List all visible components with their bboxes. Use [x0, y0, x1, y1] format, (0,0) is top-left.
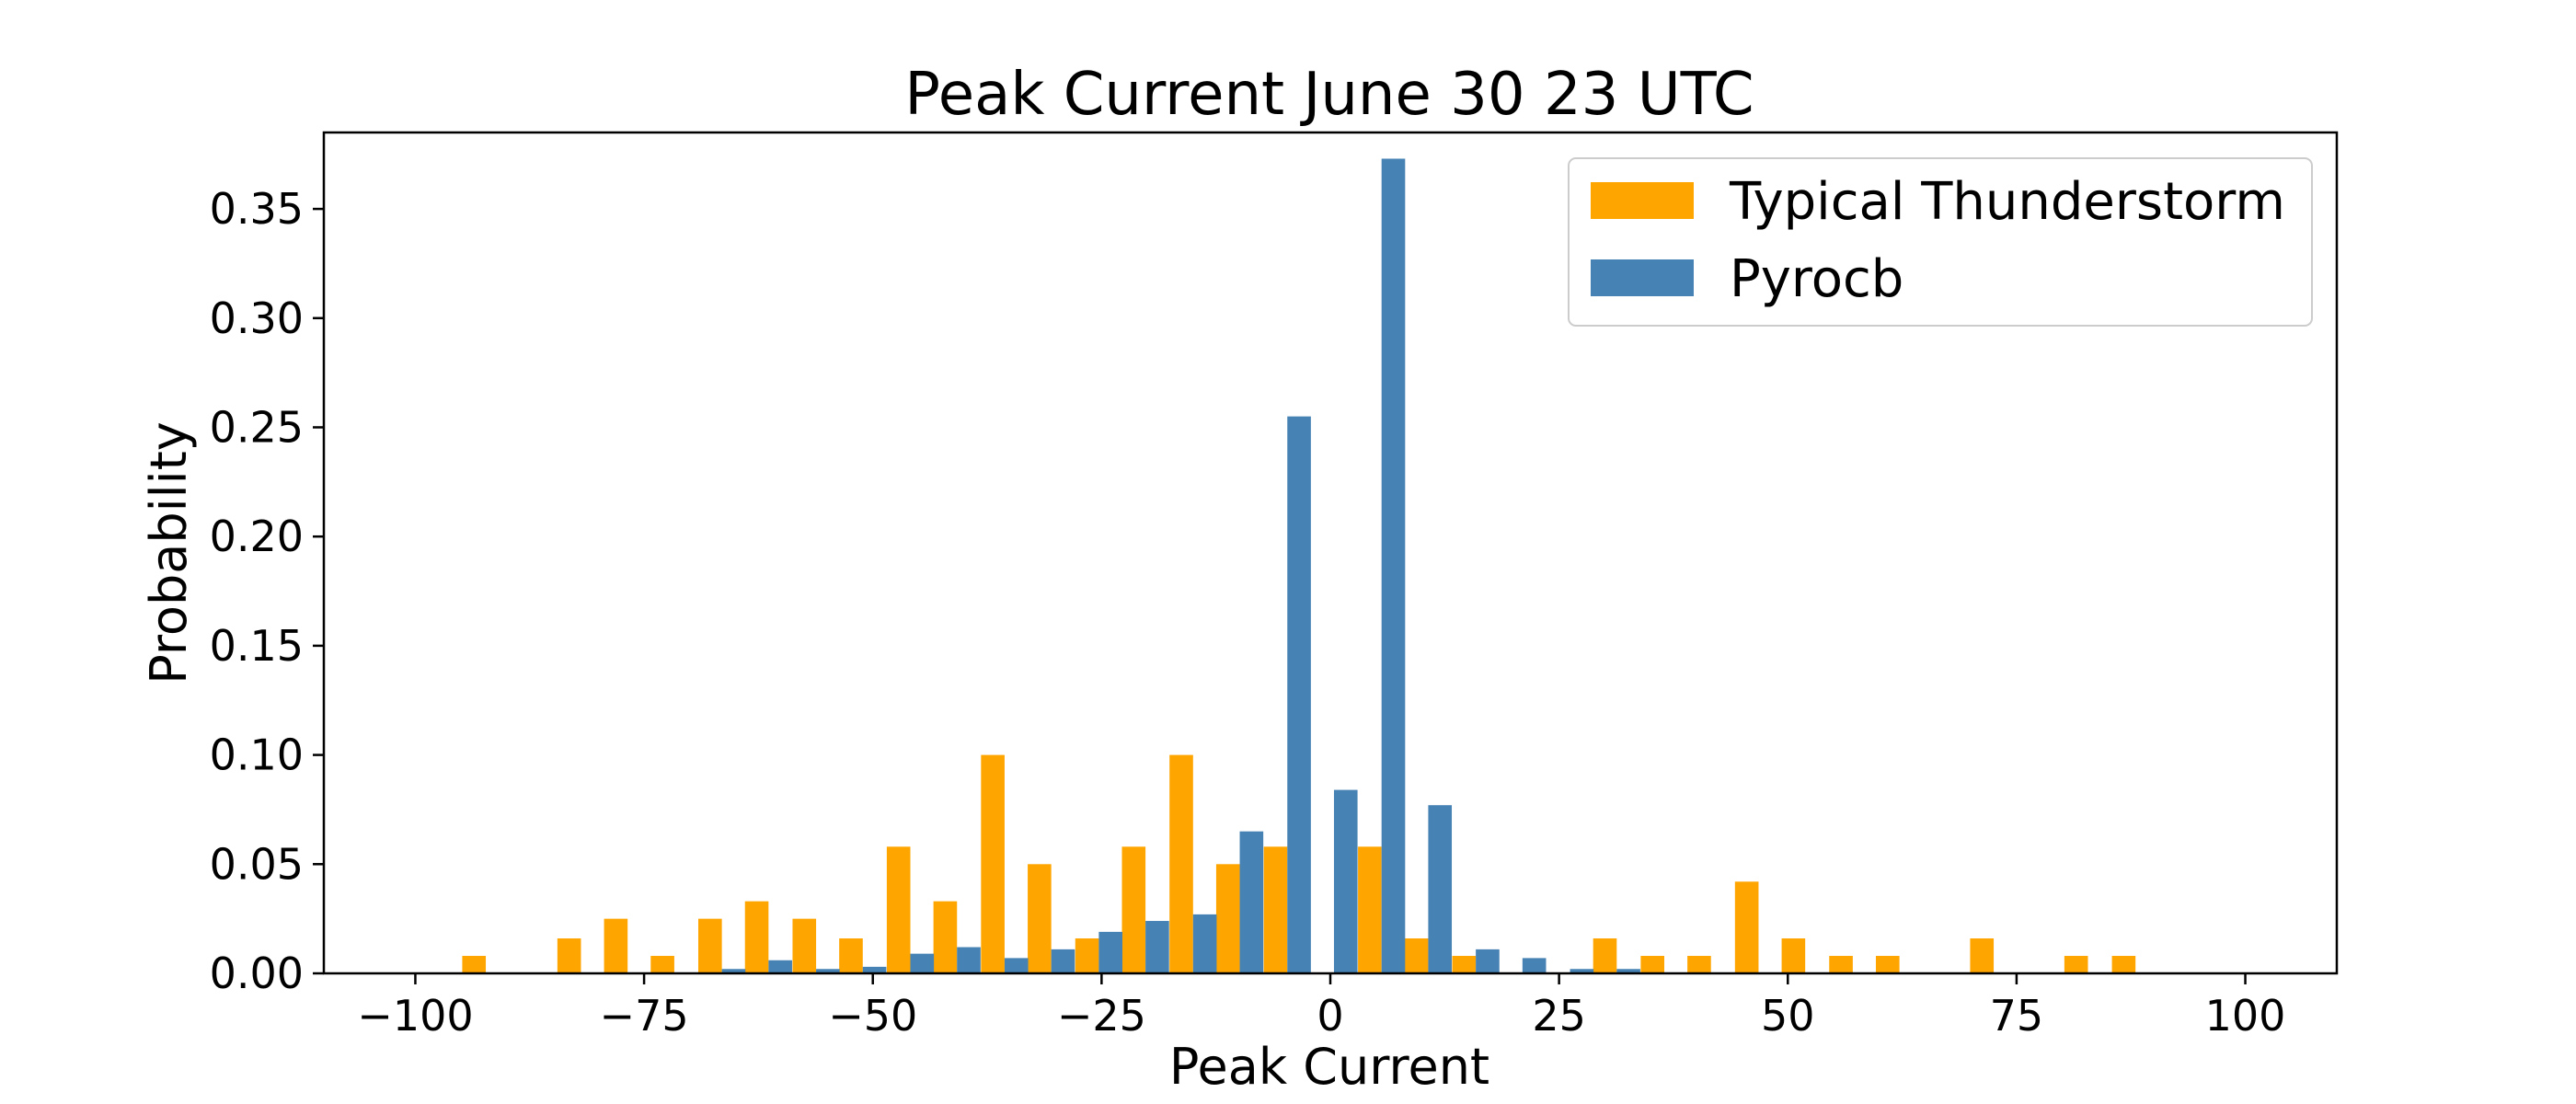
bar-pyrocb [1616, 969, 1640, 973]
bar-typical-thunderstorm [1215, 864, 1240, 973]
bar-typical-thunderstorm [1121, 846, 1146, 973]
bar-pyrocb [957, 947, 981, 973]
y-tick-label: 0.30 [210, 293, 304, 343]
bar-pyrocb [721, 969, 746, 973]
bar-typical-thunderstorm [1263, 846, 1288, 973]
bar-typical-thunderstorm [1452, 956, 1477, 973]
y-tick-label: 0.00 [210, 949, 304, 998]
legend-frame [1568, 157, 2313, 327]
y-axis-label: Probability [140, 421, 198, 684]
bar-typical-thunderstorm [792, 918, 817, 973]
bar-typical-thunderstorm [698, 918, 722, 973]
bar-pyrocb [816, 969, 840, 973]
bar-typical-thunderstorm [839, 938, 863, 973]
bar-typical-thunderstorm [1829, 956, 1853, 973]
x-tick-label: 50 [1761, 991, 1815, 1041]
bar-pyrocb [1004, 958, 1029, 973]
bar-typical-thunderstorm [1075, 938, 1099, 973]
x-tick-label: −50 [828, 991, 917, 1041]
bar-typical-thunderstorm [1734, 881, 1759, 973]
legend-swatch [1591, 182, 1694, 219]
chart-legend: Typical Thunderstorm Pyrocb [1568, 157, 2313, 327]
bar-typical-thunderstorm [1640, 956, 1665, 973]
bar-typical-thunderstorm [2064, 956, 2088, 973]
bar-typical-thunderstorm [1169, 754, 1193, 973]
bar-pyrocb [1522, 958, 1547, 973]
legend-label: Pyrocb [1730, 249, 1903, 309]
bar-typical-thunderstorm [1593, 938, 1617, 973]
y-tick-label: 0.35 [210, 184, 304, 234]
bar-typical-thunderstorm [1358, 846, 1382, 973]
bar-typical-thunderstorm [1028, 864, 1052, 973]
bar-pyrocb [862, 966, 887, 973]
bar-pyrocb [1428, 805, 1453, 973]
y-tick-label: 0.20 [210, 512, 304, 561]
bar-typical-thunderstorm [462, 956, 487, 973]
x-tick-label: −100 [357, 991, 473, 1041]
bar-pyrocb [1192, 914, 1217, 973]
x-tick-label: 100 [2205, 991, 2286, 1041]
bar-pyrocb [768, 960, 792, 973]
bar-pyrocb [1333, 789, 1358, 973]
bar-typical-thunderstorm [1875, 956, 1900, 973]
bar-pyrocb [1287, 416, 1311, 973]
bar-pyrocb [1381, 158, 1406, 974]
x-tick-label: 0 [1317, 991, 1343, 1041]
x-axis-ticks: −100 −75 −50 −25 0 25 50 75 100 [357, 973, 2285, 1041]
bar-typical-thunderstorm [1687, 956, 1711, 973]
bar-pyrocb [1051, 949, 1075, 973]
chart-title: Peak Current June 30 23 UTC [904, 61, 1754, 129]
bar-pyrocb [1239, 831, 1264, 973]
bar-pyrocb [910, 953, 935, 973]
x-tick-label: −75 [600, 991, 689, 1041]
legend-label: Typical Thunderstorm [1729, 172, 2285, 232]
bar-typical-thunderstorm [1970, 938, 1995, 973]
bar-typical-thunderstorm [557, 938, 581, 973]
y-axis-ticks: 0.00 0.05 0.10 0.15 0.20 0.25 0.30 0.35 [210, 184, 324, 998]
bar-typical-thunderstorm [981, 754, 1005, 973]
y-tick-label: 0.10 [210, 730, 304, 780]
bar-typical-thunderstorm [1781, 938, 1806, 973]
bar-typical-thunderstorm [744, 901, 769, 973]
legend-swatch [1591, 259, 1694, 296]
bar-pyrocb [1098, 931, 1122, 973]
bar-pyrocb [1570, 969, 1594, 973]
bars-layer [462, 158, 2136, 974]
x-tick-label: 75 [1990, 991, 2044, 1041]
y-tick-label: 0.05 [210, 839, 304, 889]
bar-typical-thunderstorm [604, 918, 628, 973]
bar-pyrocb [1476, 949, 1500, 973]
y-tick-label: 0.15 [210, 621, 304, 671]
x-tick-label: 25 [1532, 991, 1586, 1041]
x-tick-label: −25 [1057, 991, 1146, 1041]
bar-typical-thunderstorm [2111, 956, 2136, 973]
bar-typical-thunderstorm [1404, 938, 1429, 973]
x-axis-label: Peak Current [1169, 1038, 1489, 1096]
y-tick-label: 0.25 [210, 402, 304, 452]
bar-typical-thunderstorm [650, 956, 674, 973]
bar-typical-thunderstorm [933, 901, 958, 973]
bar-typical-thunderstorm [886, 846, 911, 973]
bar-pyrocb [1145, 921, 1169, 973]
